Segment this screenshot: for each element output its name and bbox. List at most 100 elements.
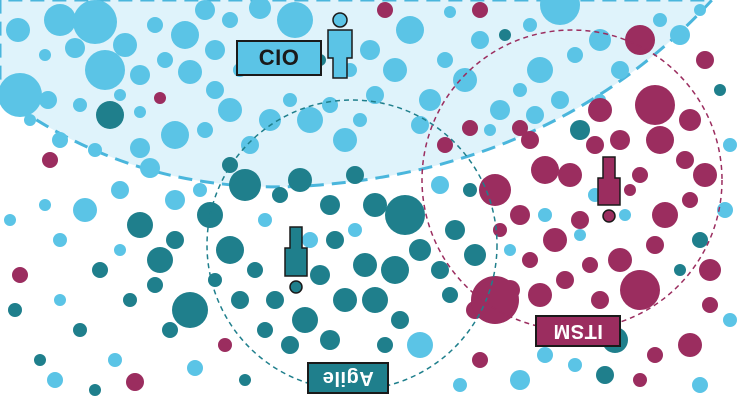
bubble-dot	[409, 239, 431, 261]
bubble-dot	[206, 81, 224, 99]
bubble-dot	[444, 6, 456, 18]
bubble-dot	[431, 261, 449, 279]
bubble-dot	[523, 18, 537, 32]
bubble-dot	[147, 277, 163, 293]
bubble-dot	[699, 259, 721, 281]
bubble-dot	[147, 17, 163, 33]
bubble-dot	[453, 68, 477, 92]
itsm-person-icon	[597, 156, 621, 223]
bubble-dot	[320, 330, 340, 350]
bubble-dot	[147, 247, 173, 273]
bubble-dot	[670, 25, 690, 45]
bubble-dot	[218, 338, 232, 352]
bubble-dot	[723, 138, 737, 152]
bubble-dot	[510, 205, 530, 225]
bubble-dot	[165, 190, 185, 210]
bubble-dot	[297, 107, 323, 133]
cio-label: CIO	[236, 40, 322, 76]
bubble-dot	[127, 212, 153, 238]
bubble-dot	[322, 97, 338, 113]
bubble-dot	[582, 257, 598, 273]
bubble-dot	[216, 236, 244, 264]
bubble-dot	[326, 231, 344, 249]
bubble-dot	[197, 202, 223, 228]
bubble-dot	[411, 116, 429, 134]
bubble-dot	[320, 195, 340, 215]
bubble-dot	[353, 113, 367, 127]
bubble-dot	[113, 33, 137, 57]
bubble-dot	[540, 0, 580, 25]
bubble-dot	[140, 158, 160, 178]
bubble-dot	[568, 358, 582, 372]
bubble-dot	[47, 372, 63, 388]
bubble-dot	[108, 353, 122, 367]
bubble-dot	[178, 60, 202, 84]
cio-person-icon	[327, 12, 353, 79]
bubble-dot	[678, 333, 702, 357]
bubble-dot	[696, 51, 714, 69]
bubble-dot	[218, 98, 242, 122]
bubble-dot	[527, 57, 553, 83]
bubble-dot	[362, 287, 388, 313]
bubble-dot	[171, 21, 199, 49]
bubble-dot	[419, 89, 441, 111]
bubble-dot	[471, 31, 489, 49]
bubble-dot	[257, 322, 273, 338]
bubble-dot	[531, 156, 559, 184]
bubble-dot	[633, 373, 647, 387]
bubble-dot	[123, 293, 137, 307]
bubble-dot	[377, 2, 393, 18]
bubble-dot	[596, 366, 614, 384]
bubble-dot	[652, 202, 678, 228]
bubble-dot	[377, 337, 393, 353]
bubble-dot	[723, 313, 737, 327]
bubble-dot	[360, 40, 380, 60]
bubble-dot	[197, 122, 213, 138]
bubble-dot	[222, 157, 238, 173]
agile-person-icon	[284, 226, 308, 294]
bubble-dot	[437, 52, 453, 68]
bubble-dot	[39, 49, 51, 61]
bubble-dot	[567, 47, 583, 63]
bubble-dot	[247, 262, 263, 278]
bubble-dot	[591, 291, 609, 309]
bubble-dot	[73, 198, 97, 222]
bubble-dot	[283, 93, 297, 107]
bubble-dot	[42, 152, 58, 168]
bubble-dot	[442, 287, 458, 303]
bubble-dot	[528, 283, 552, 307]
bubble-dot	[391, 311, 409, 329]
bubble-dot	[348, 223, 362, 237]
bubble-dot	[205, 40, 225, 60]
bubble-dot	[407, 332, 433, 358]
bubble-dot	[193, 183, 207, 197]
bubble-dot	[239, 374, 251, 386]
bubble-dot	[504, 244, 516, 256]
bubble-dot	[229, 169, 261, 201]
bubble-dot	[114, 89, 126, 101]
bubble-dot	[89, 384, 101, 396]
bubble-dot	[281, 336, 299, 354]
bubble-dot	[85, 50, 125, 90]
bubble-dot	[126, 373, 144, 391]
bubble-dot	[187, 360, 203, 376]
bubble-dot	[586, 136, 604, 154]
bubble-dot	[556, 271, 574, 289]
bubble-dot	[241, 136, 259, 154]
bubble-dot	[619, 209, 631, 221]
bubble-dot	[624, 184, 636, 196]
bubble-dot	[537, 347, 553, 363]
bubble-dot	[674, 264, 686, 276]
bubble-dot	[39, 199, 51, 211]
bubble-dot	[551, 91, 569, 109]
bubble-dot	[53, 233, 67, 247]
bubble-dot	[513, 83, 527, 97]
bubble-dot	[620, 270, 660, 310]
bubble-dot	[383, 58, 407, 82]
bubble-dot	[694, 4, 706, 16]
bubble-dot	[464, 244, 486, 266]
bubble-dot	[682, 192, 698, 208]
bubble-dot	[571, 211, 589, 229]
bubble-dot	[366, 86, 384, 104]
